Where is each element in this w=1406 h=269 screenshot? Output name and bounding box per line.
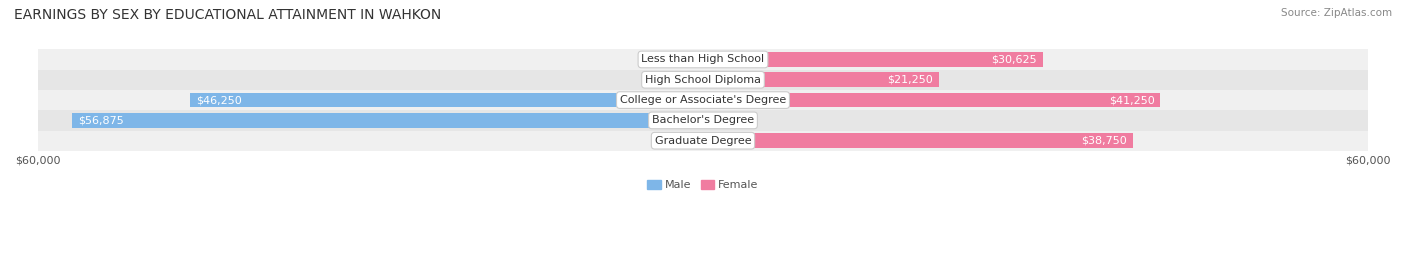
Text: $46,250: $46,250 (195, 95, 242, 105)
Text: $56,875: $56,875 (77, 115, 124, 125)
Text: College or Associate's Degree: College or Associate's Degree (620, 95, 786, 105)
Text: $0: $0 (672, 54, 686, 65)
Text: $0: $0 (720, 115, 734, 125)
Bar (72, 113, 703, 128)
Legend: Male, Female: Male, Female (643, 176, 763, 195)
Text: $41,250: $41,250 (1109, 95, 1154, 105)
Text: $21,250: $21,250 (887, 75, 934, 85)
Bar (38, 49, 1368, 70)
Text: Source: ZipAtlas.com: Source: ZipAtlas.com (1281, 8, 1392, 18)
Bar (703, 52, 1043, 67)
Bar (38, 130, 1368, 151)
Bar (703, 72, 939, 87)
Text: $30,625: $30,625 (991, 54, 1038, 65)
Bar (703, 133, 1133, 148)
Bar (703, 93, 1160, 107)
Text: Bachelor's Degree: Bachelor's Degree (652, 115, 754, 125)
Text: $0: $0 (672, 136, 686, 146)
Bar (38, 110, 1368, 130)
Text: $0: $0 (672, 75, 686, 85)
Text: EARNINGS BY SEX BY EDUCATIONAL ATTAINMENT IN WAHKON: EARNINGS BY SEX BY EDUCATIONAL ATTAINMEN… (14, 8, 441, 22)
Text: High School Diploma: High School Diploma (645, 75, 761, 85)
Bar (38, 90, 1368, 110)
Text: $38,750: $38,750 (1081, 136, 1128, 146)
Text: Less than High School: Less than High School (641, 54, 765, 65)
Bar (38, 70, 1368, 90)
Text: Graduate Degree: Graduate Degree (655, 136, 751, 146)
Bar (190, 93, 703, 107)
